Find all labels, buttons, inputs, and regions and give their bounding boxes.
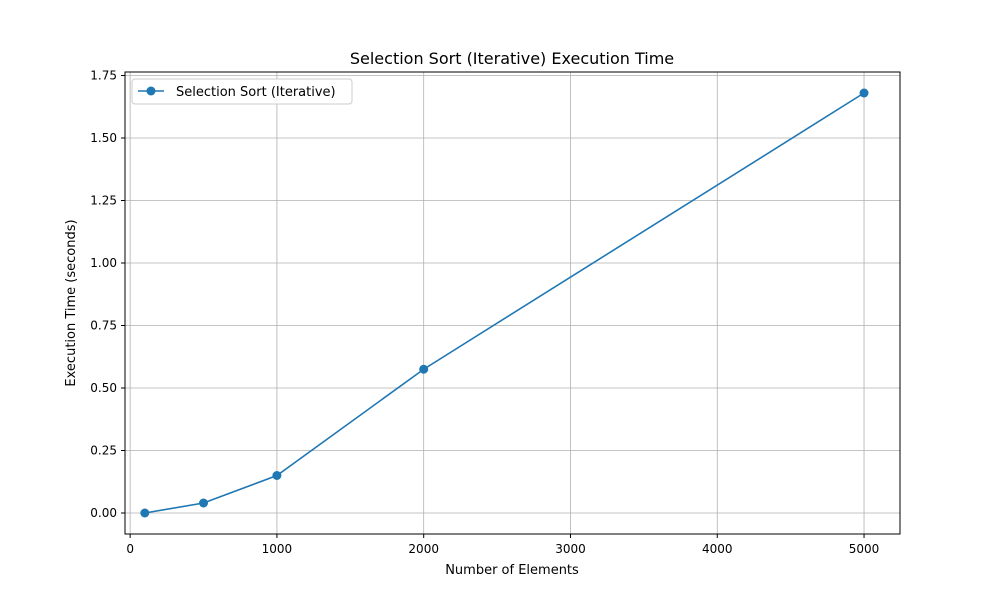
grid-lines (125, 72, 900, 534)
y-axis-label: Execution Time (seconds) (64, 219, 79, 386)
series-layer (140, 88, 869, 518)
y-tick-label: 1.50 (90, 131, 117, 145)
y-tick-label: 1.00 (90, 256, 117, 270)
x-tick-label: 0 (126, 542, 134, 556)
data-point (859, 88, 869, 98)
x-tick-label: 1000 (262, 542, 293, 556)
x-axis-label: Number of Elements (445, 563, 579, 578)
chart-title: Selection Sort (Iterative) Execution Tim… (350, 49, 674, 68)
x-tick-label: 4000 (702, 542, 733, 556)
y-tick-label: 0.50 (90, 381, 117, 395)
y-tick-label: 0.00 (90, 506, 117, 520)
y-tick-label: 0.25 (90, 444, 117, 458)
data-point (419, 364, 429, 374)
x-tick-label: 2000 (408, 542, 439, 556)
data-point (140, 508, 150, 518)
y-axis-ticks: 0.00 0.25 0.50 0.75 1.00 1.25 1.50 1.75 (90, 69, 125, 520)
data-point (199, 498, 209, 508)
data-point (272, 471, 282, 480)
x-tick-label: 3000 (555, 542, 586, 556)
x-axis-ticks: 0 1000 2000 3000 4000 5000 (126, 534, 879, 556)
y-tick-label: 1.25 (90, 194, 117, 208)
y-tick-label: 0.75 (90, 319, 117, 333)
plot-frame (124, 71, 901, 535)
x-tick-label: 5000 (849, 542, 880, 556)
legend-marker (146, 86, 156, 96)
y-tick-label: 1.75 (90, 69, 117, 83)
legend-box (131, 78, 353, 105)
legend: Selection Sort (Iterative) (131, 78, 353, 105)
legend-label: Selection Sort (Iterative) (176, 85, 336, 100)
